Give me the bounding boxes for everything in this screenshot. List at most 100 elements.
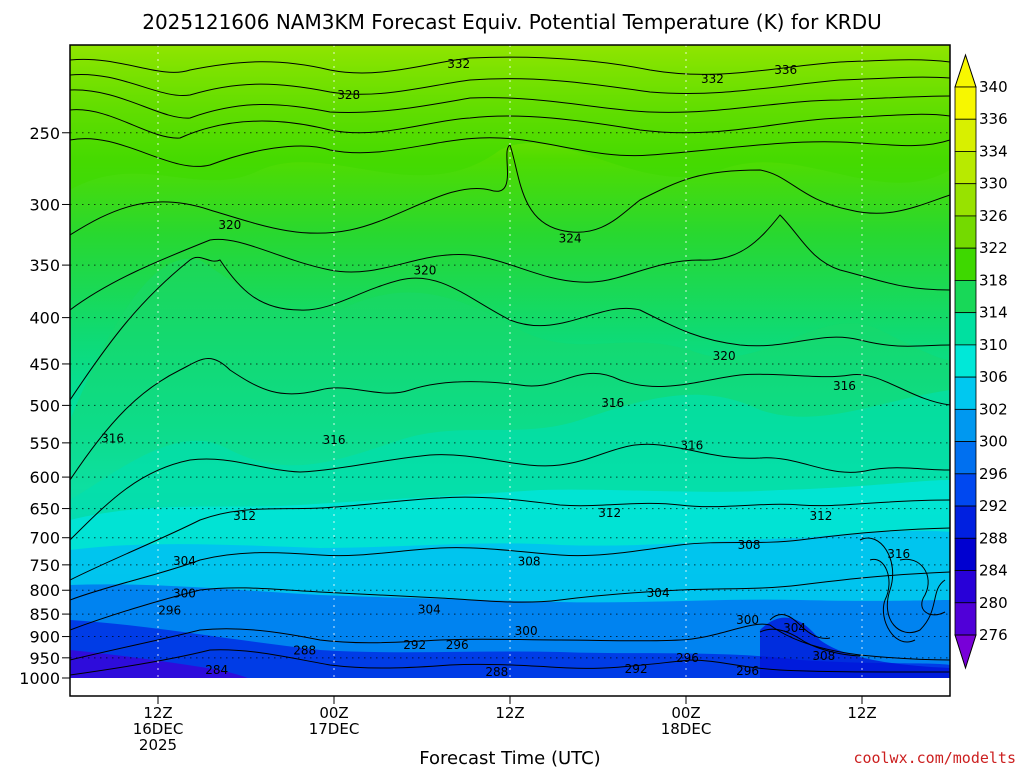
- contour-label-text: 316: [323, 433, 346, 447]
- colorbar-label: 330: [979, 175, 1008, 193]
- y-tick-label: 950: [29, 649, 60, 668]
- colorbar-swatch: [954, 473, 977, 507]
- contour-label: 328: [337, 88, 360, 102]
- colorbar-swatch: [954, 183, 977, 217]
- contour-label-text: 288: [293, 643, 316, 657]
- contour-label: 316: [601, 396, 624, 410]
- contour-label-text: 320: [413, 264, 436, 278]
- colorbar-label: 314: [979, 304, 1008, 322]
- contour-label-text: 320: [713, 349, 736, 363]
- contour-labels: 332 328 332 336 320 324 320 320 316 316 316 316 316 3…: [101, 57, 910, 679]
- contour-label: 308: [812, 649, 835, 663]
- y-tick-label: 850: [29, 605, 60, 624]
- contour-label: 312: [598, 506, 621, 520]
- y-tick-label: 350: [29, 256, 60, 275]
- y-tick-label: 250: [29, 124, 60, 143]
- colorbar-label: 340: [979, 78, 1008, 96]
- contour-label-text: 304: [647, 586, 670, 600]
- colorbar-label: 318: [979, 271, 1008, 289]
- contour-label: 304: [173, 554, 196, 568]
- contour-label-text: 304: [418, 602, 441, 616]
- y-tick-label: 800: [29, 581, 60, 600]
- contour-label-text: 296: [446, 638, 469, 652]
- contour-label-text: 312: [598, 506, 621, 520]
- contour-label: 320: [713, 349, 736, 363]
- x-tick-label: 12Z: [495, 704, 524, 722]
- colorbar-swatch: [954, 441, 977, 475]
- colorbar-top-arrow: [954, 53, 977, 88]
- contour-label-text: 300: [736, 613, 759, 627]
- colorbar-label: 336: [979, 110, 1008, 128]
- contour-label: 320: [218, 218, 241, 232]
- contour-label-text: 308: [518, 555, 541, 569]
- y-tick-label: 700: [29, 529, 60, 548]
- contour-label: 292: [403, 638, 426, 652]
- y-axis: 250 300 350 400 450 500 550 600 650 700 750 800 850 9…: [19, 124, 70, 688]
- contour-label-text: 296: [736, 664, 759, 678]
- colorbar-swatch: [954, 537, 977, 571]
- plot-area: [70, 45, 950, 678]
- contour-label: 316: [101, 432, 124, 446]
- contour-label: 332: [447, 57, 470, 71]
- x-tick-label: 12Z: [143, 704, 172, 722]
- pressure-gridlines: [70, 132, 950, 659]
- colorbar-swatch: [954, 505, 977, 539]
- contour-label-text: 308: [812, 649, 835, 663]
- colorbar-label: 280: [979, 594, 1008, 612]
- contour-label-text: 304: [173, 554, 196, 568]
- contour-label-text: 308: [738, 538, 761, 552]
- x-tick-label: 18DEC: [661, 720, 712, 738]
- x-axis-title: Forecast Time (UTC): [419, 748, 600, 768]
- colorbar-swatch: [954, 570, 977, 604]
- colorbar-swatch: [954, 376, 977, 410]
- contour-label-text: 316: [601, 396, 624, 410]
- contour-label: 300: [173, 587, 196, 601]
- contour-label: 296: [446, 638, 469, 652]
- contour-label: 332: [701, 72, 724, 86]
- contour-label: 312: [809, 509, 832, 523]
- contour-label: 288: [485, 665, 508, 679]
- contour-label: 296: [158, 603, 181, 617]
- contour-label-text: 328: [337, 88, 360, 102]
- y-tick-label: 300: [29, 195, 60, 214]
- y-tick-label: 550: [29, 434, 60, 453]
- contour-label: 316: [680, 439, 703, 453]
- contour-label: 304: [783, 621, 806, 635]
- colorbar-label: 306: [979, 368, 1008, 386]
- band-292: [70, 620, 950, 678]
- contour-label-text: 316: [101, 432, 124, 446]
- y-tick-label: 500: [29, 396, 60, 415]
- colorbar-swatch: [954, 215, 977, 249]
- colorbar-swatch: [954, 344, 977, 378]
- colorbar-label: 296: [979, 465, 1008, 483]
- x-tick-label: 12Z: [847, 704, 876, 722]
- y-tick-label: 1000: [19, 669, 60, 688]
- colorbar-label: 302: [979, 400, 1008, 418]
- contour-label-text: 316: [680, 439, 703, 453]
- y-tick-label: 750: [29, 556, 60, 575]
- contour-label: 312: [233, 509, 256, 523]
- contour-label: 296: [736, 664, 759, 678]
- contour-label: 292: [625, 662, 648, 676]
- contour-label: 316: [887, 547, 910, 561]
- colorbar-label: 284: [979, 562, 1008, 580]
- colorbar: 340 336 334 330 326 322 318 314 310 306 302 300 296 2…: [954, 53, 1008, 670]
- contour-label-text: 332: [447, 57, 470, 71]
- contour-label-text: 316: [887, 547, 910, 561]
- warm-band-upper: [70, 45, 950, 190]
- colorbar-label: 292: [979, 497, 1008, 515]
- y-tick-label: 900: [29, 628, 60, 647]
- contour-label: 288: [293, 643, 316, 657]
- contour-label-text: 332: [701, 72, 724, 86]
- colorbar-swatch: [954, 408, 977, 442]
- time-gridlines: [157, 45, 863, 678]
- contour-label: 304: [418, 602, 441, 616]
- contour-label-text: 296: [158, 603, 181, 617]
- contour-label: 316: [833, 379, 856, 393]
- contour-label: 308: [738, 538, 761, 552]
- chart-title: 2025121606 NAM3KM Forecast Equiv. Potent…: [142, 10, 882, 34]
- colorbar-swatch: [954, 602, 977, 636]
- colorbar-swatch: [954, 118, 977, 152]
- colorbar-swatch: [954, 247, 977, 281]
- colorbar-label: 310: [979, 336, 1008, 354]
